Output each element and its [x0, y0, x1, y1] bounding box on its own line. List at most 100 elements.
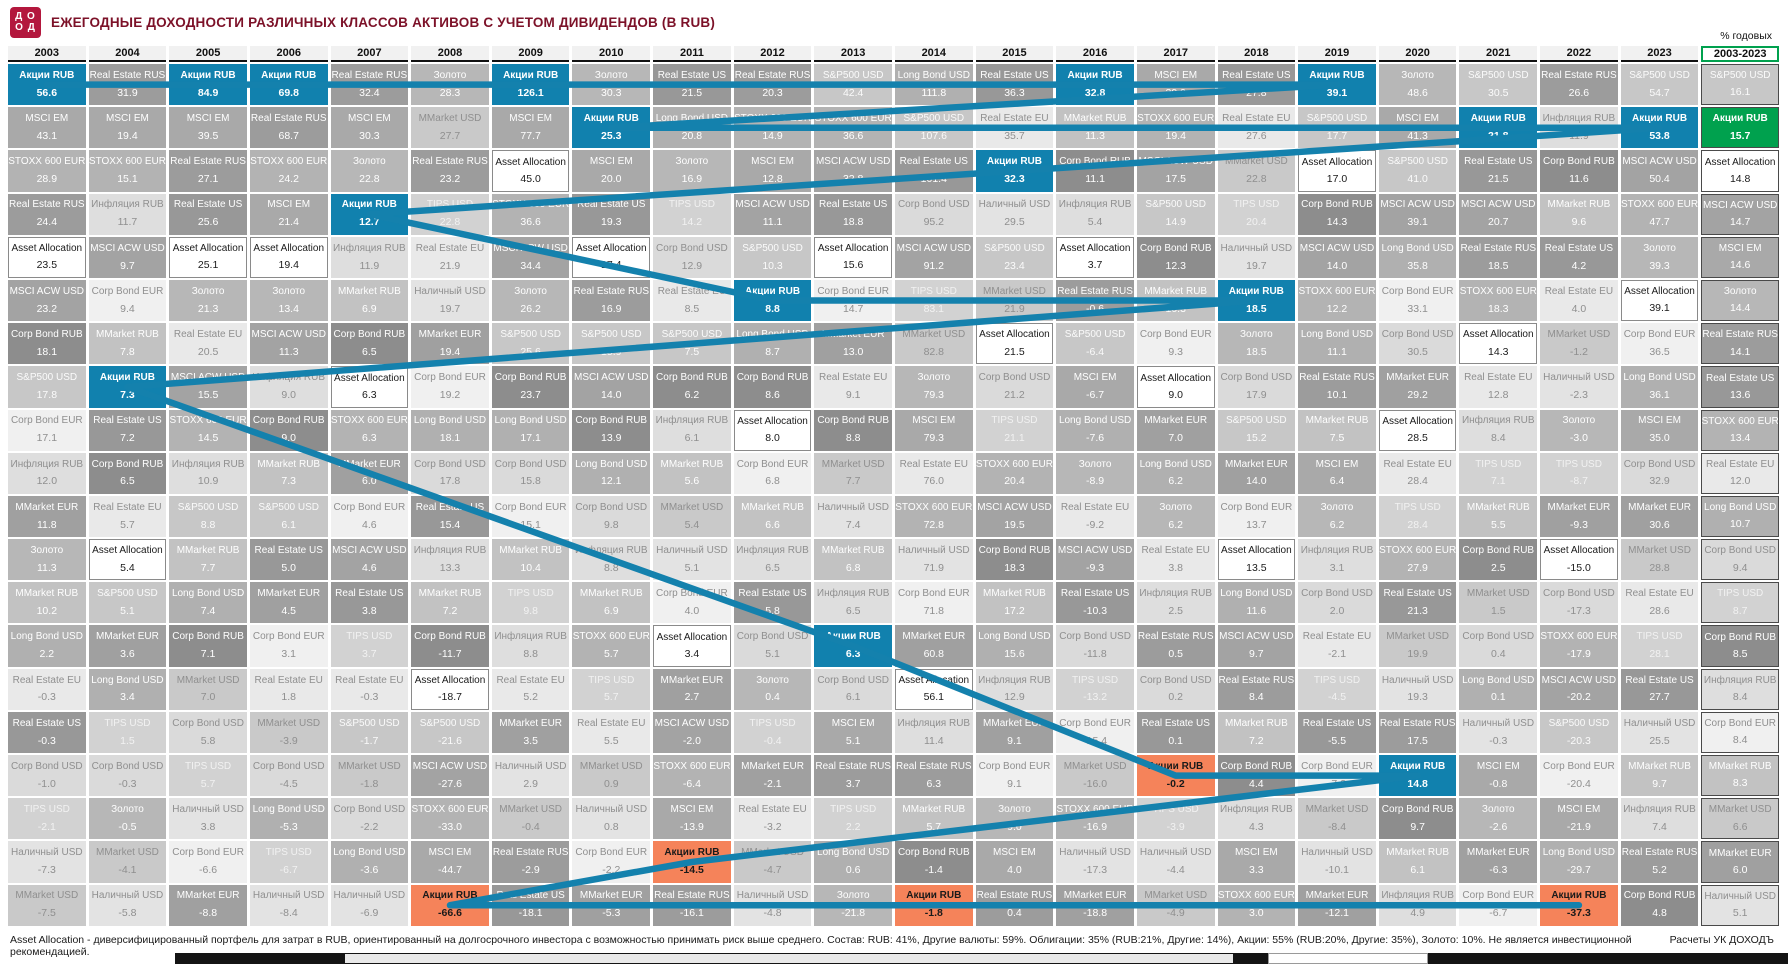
- asset-cell: Corp Bond RUB 12.3: [1136, 236, 1215, 278]
- asset-return-value: 77.7: [520, 129, 541, 142]
- asset-return-value: -10.1: [1325, 864, 1349, 877]
- asset-return-value: 35.8: [1407, 259, 1428, 272]
- asset-return-value: 10.7: [1729, 518, 1751, 531]
- asset-cell: Corp Bond USD 5.1: [733, 625, 812, 667]
- asset-return-value: 12.0: [36, 475, 58, 488]
- asset-name: MSCI EM: [1476, 760, 1520, 772]
- asset-cell: Corp Bond USD 5.8: [169, 711, 247, 753]
- asset-name: Золото: [675, 156, 709, 168]
- asset-return-value: 14.9: [1165, 216, 1186, 229]
- asset-name: MMarket RUB: [176, 544, 240, 556]
- asset-return-value: 8.0: [765, 431, 780, 444]
- returns-quilt-grid: 2003 2004 2005 2006 2007 2008 2009 2010 2011 2012…: [8, 46, 1779, 926]
- asset-return-value: 13.6: [1729, 388, 1751, 401]
- asset-return-value: 11.1: [762, 216, 783, 229]
- asset-return-value: 14.5: [197, 432, 219, 445]
- asset-return-value: 5.4: [120, 561, 135, 574]
- asset-name: Corp Bond USD: [1462, 631, 1535, 643]
- asset-name: MMarket EUR: [418, 329, 482, 341]
- asset-name: Наличный USD: [1381, 674, 1454, 686]
- asset-return-value: 23.5: [36, 259, 58, 272]
- asset-name: MMarket EUR: [902, 631, 966, 643]
- asset-name: Long Bond USD: [1220, 588, 1293, 600]
- asset-name: Corp Bond EUR: [1381, 285, 1454, 297]
- asset-cell: Инфляция RUB 2.5: [1136, 582, 1215, 624]
- asset-return-value: 8.4: [1490, 432, 1506, 445]
- asset-return-value: 12.3: [1165, 259, 1186, 272]
- asset-return-value: 3.4: [120, 691, 135, 704]
- asset-return-value: 19.2: [439, 389, 461, 402]
- asset-cell: MMarket RUB 6.8: [814, 539, 892, 581]
- asset-return-value: 21.3: [197, 302, 219, 315]
- asset-return-value: 76.0: [923, 475, 945, 488]
- asset-cell: MSCI EM 6.4: [1298, 452, 1376, 494]
- scrollbar-segment[interactable]: [1268, 953, 1428, 964]
- asset-cell: MSCI EM -0.8: [1459, 755, 1538, 797]
- asset-return-value: 18.5: [1246, 302, 1267, 315]
- asset-name: Asset Allocation: [1624, 286, 1695, 298]
- asset-name: Long Bond USD: [333, 847, 406, 859]
- asset-return-value: 9.8: [523, 605, 538, 618]
- year-header: 2019: [1298, 46, 1376, 62]
- asset-name: Real Estate RUS: [1541, 69, 1617, 81]
- asset-name: MSCI EM: [589, 156, 633, 168]
- asset-cell: Инфляция RUB 11.7: [88, 193, 167, 235]
- asset-return-value: 5.7: [603, 691, 619, 704]
- asset-cell: TIPS USD 83.1: [894, 279, 973, 322]
- asset-cell: Инфляция RUB 6.5: [733, 539, 812, 581]
- asset-name: TIPS USD: [991, 415, 1038, 427]
- asset-cell: TIPS USD -2.1: [8, 798, 86, 840]
- asset-name: Акции RUB: [1470, 113, 1526, 125]
- asset-return-value: 71.9: [923, 561, 945, 574]
- asset-name: Asset Allocation: [495, 156, 566, 168]
- asset-cell: TIPS USD 3.7: [330, 625, 409, 667]
- asset-return-value: 7.8: [120, 345, 135, 358]
- asset-return-value: 20.8: [681, 129, 703, 142]
- asset-name: Asset Allocation: [172, 242, 244, 254]
- asset-name: Real Estate EU: [12, 674, 81, 686]
- asset-return-value: 19.4: [278, 259, 299, 272]
- asset-cell: Long Bond USD 20.8: [653, 107, 731, 149]
- asset-return-value: -0.8: [1489, 777, 1508, 790]
- asset-cell: Long Bond USD 0.1: [1459, 668, 1538, 710]
- asset-cell: Золото -0.5: [88, 798, 167, 840]
- asset-return-value: 36.1: [1649, 389, 1670, 402]
- asset-name: Real Estate RUS: [1218, 674, 1295, 686]
- asset-return-value: 6.5: [845, 605, 861, 618]
- bottom-cutoff-bar: [0, 953, 1788, 964]
- asset-cell: MMarket RUB 9.6: [1540, 193, 1618, 235]
- asset-name: Corp Bond EUR: [494, 501, 567, 513]
- asset-name: STOXX 600 EUR: [411, 804, 489, 816]
- asset-return-value: 12.8: [1488, 389, 1509, 402]
- asset-return-value: 10.4: [520, 561, 541, 574]
- asset-cell: S&P500 USD 30.5: [1459, 64, 1538, 106]
- asset-name: Corp Bond USD: [1301, 588, 1373, 600]
- asset-return-value: 15.1: [117, 173, 138, 186]
- asset-cell: Corp Bond USD 95.2: [894, 193, 973, 235]
- asset-return-value: 0.4: [1007, 907, 1022, 920]
- asset-cell: Акции RUB 21.8: [1459, 107, 1538, 149]
- scrollbar-thumb[interactable]: [345, 954, 1233, 963]
- asset-return-value: 15.7: [1729, 129, 1751, 142]
- asset-cell: MSCI ACW USD 34.4: [491, 236, 570, 278]
- asset-name: MMarket EUR: [1224, 458, 1288, 470]
- asset-return-value: 19.3: [1407, 691, 1428, 704]
- asset-return-value: 14.6: [1729, 259, 1751, 272]
- asset-return-value: -16.1: [679, 907, 704, 920]
- asset-return-value: 36.3: [1004, 86, 1025, 99]
- asset-cell: MSCI ACW USD 9.7: [1217, 625, 1296, 667]
- asset-cell: Золото 9.0: [975, 798, 1054, 840]
- asset-name: Наличный USD: [11, 847, 83, 859]
- asset-return-value: 7.2: [120, 432, 135, 445]
- asset-return-value: 5.6: [684, 475, 700, 488]
- asset-return-value: 14.1: [1729, 345, 1751, 358]
- percent-per-year-label: % годовых: [1720, 30, 1772, 42]
- asset-cell: Акции RUB 69.8: [249, 64, 328, 106]
- asset-cell: Asset Allocation 15.6: [814, 236, 892, 278]
- asset-cell: Инфляция RUB 4.3: [1217, 798, 1296, 840]
- asset-cell: Акции RUB -0.2: [1136, 755, 1215, 797]
- asset-name: MMarket RUB: [1144, 285, 1208, 297]
- asset-cell: Corp Bond EUR 17.1: [8, 409, 86, 451]
- asset-name: MSCI ACW USD: [170, 372, 246, 384]
- asset-return-value: 23.4: [1004, 259, 1025, 272]
